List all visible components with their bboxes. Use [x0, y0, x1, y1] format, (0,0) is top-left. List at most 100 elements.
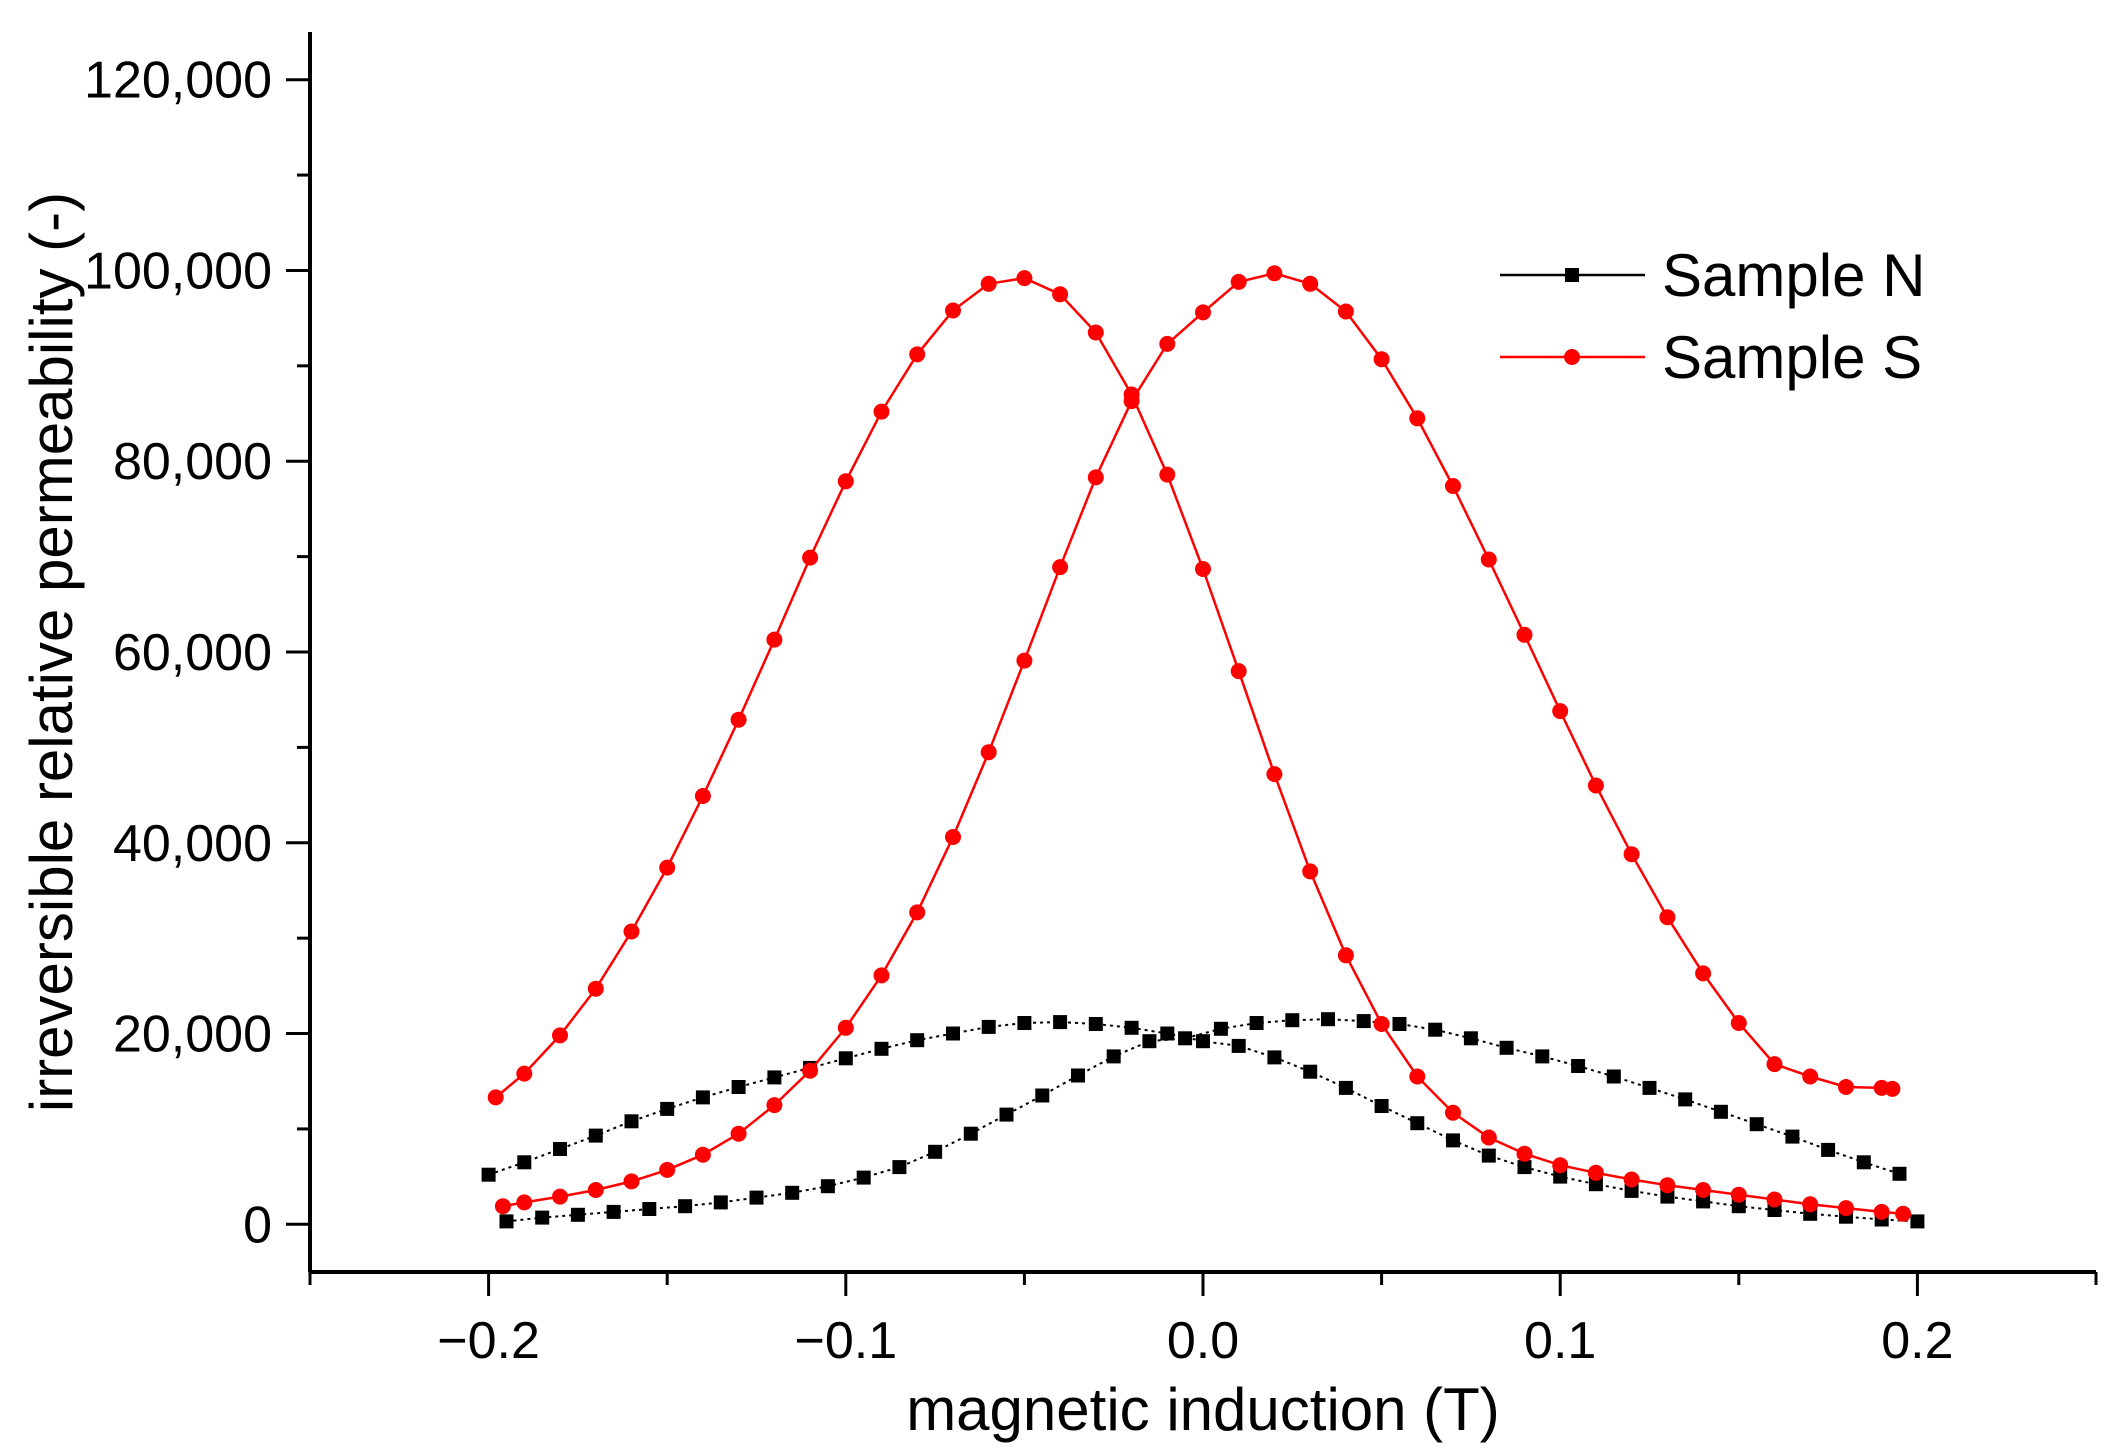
data-point-sample-n [1713, 1104, 1728, 1119]
data-point-sample-s [1730, 1186, 1747, 1203]
data-point-sample-n [1321, 1012, 1335, 1027]
data-point-sample-s [1838, 1079, 1854, 1095]
data-point-sample-s [873, 403, 890, 420]
data-point-sample-s [1480, 551, 1497, 568]
x-tick-label: −0.1 [794, 1312, 897, 1370]
x-tick-label: 0.0 [1167, 1312, 1239, 1370]
data-point-sample-s [1884, 1080, 1901, 1097]
data-point-sample-s [1623, 846, 1640, 863]
data-point-sample-n [606, 1204, 621, 1219]
data-point-sample-s [802, 549, 819, 566]
data-point-sample-n [1624, 1183, 1639, 1198]
data-point-sample-n [553, 1142, 567, 1156]
series-line-sample-s-branch-2 [502, 272, 1893, 1208]
data-point-sample-s [587, 980, 604, 997]
y-axis-title: irreversible relative permeability (-) [18, 192, 85, 1112]
data-point-sample-n [767, 1070, 782, 1085]
data-point-sample-s [587, 1182, 604, 1198]
data-point-sample-n [1749, 1117, 1764, 1132]
x-axis-title: magnetic induction (T) [906, 1376, 1500, 1443]
legend-marker-sample-s [1564, 349, 1580, 365]
legend-item-sample-s: Sample S [1500, 324, 1922, 391]
data-point-sample-n [1356, 1014, 1371, 1029]
data-point-sample-n [892, 1160, 907, 1175]
data-point-sample-s [494, 1198, 511, 1215]
y-tick-label: 60,000 [113, 624, 272, 682]
data-point-sample-n [1463, 1031, 1478, 1046]
series-sample-n [481, 1012, 1925, 1229]
data-point-sample-n [1821, 1142, 1836, 1157]
data-point-sample-s [1695, 965, 1712, 982]
data-point-sample-n [1106, 1049, 1121, 1064]
data-point-sample-s [1480, 1129, 1497, 1146]
data-point-sample-s [1895, 1205, 1912, 1222]
data-point-sample-s [552, 1188, 568, 1205]
data-point-sample-s [1516, 1145, 1533, 1162]
data-point-sample-n [588, 1128, 603, 1143]
data-point-sample-s [694, 788, 711, 804]
data-point-sample-s [945, 302, 961, 319]
data-point-sample-n [1588, 1177, 1603, 1192]
data-point-sample-s [1230, 273, 1247, 290]
legend-label-sample-s: Sample S [1662, 324, 1922, 391]
data-point-sample-n [981, 1019, 996, 1034]
data-point-sample-n [820, 1179, 835, 1194]
data-point-sample-s [945, 829, 961, 845]
data-point-sample-s [1337, 303, 1354, 320]
data-point-sample-n [1571, 1059, 1586, 1073]
data-point-sample-s [766, 1097, 783, 1114]
data-point-sample-s [1623, 1171, 1640, 1188]
data-point-sample-n [963, 1126, 978, 1141]
data-point-sample-n [1410, 1116, 1425, 1131]
data-point-sample-s [623, 1173, 640, 1190]
legend-item-sample-n: Sample N [1500, 242, 1925, 309]
data-point-sample-n [749, 1190, 764, 1205]
series-line-sample-n-branch-2 [506, 1018, 1900, 1223]
data-point-sample-s [1802, 1068, 1819, 1085]
data-point-sample-n [1731, 1199, 1746, 1214]
data-point-sample-n [785, 1185, 800, 1200]
data-point-sample-s [1730, 1015, 1747, 1031]
data-point-sample-s [1516, 626, 1533, 643]
data-point-sample-s [659, 1161, 676, 1178]
series-layer [481, 265, 1925, 1229]
data-point-sample-s [837, 1019, 854, 1036]
data-point-sample-n [910, 1033, 925, 1048]
data-point-sample-s [1337, 947, 1354, 964]
data-point-sample-n [1856, 1155, 1871, 1170]
data-point-sample-s [1159, 466, 1176, 483]
data-point-sample-s [837, 473, 854, 490]
data-point-sample-n [1088, 1017, 1103, 1031]
data-point-sample-s [516, 1194, 533, 1211]
data-point-sample-n [946, 1026, 960, 1041]
data-point-sample-n [1660, 1189, 1675, 1204]
data-point-sample-n [1178, 1031, 1193, 1046]
data-point-sample-n [1124, 1020, 1139, 1035]
legend-marker-sample-n [1565, 268, 1579, 282]
data-point-sample-s [516, 1065, 533, 1082]
data-point-sample-s [1230, 663, 1247, 680]
data-point-sample-n [1303, 1064, 1318, 1079]
x-tick-label: −0.2 [437, 1312, 540, 1370]
data-point-sample-n [1499, 1040, 1514, 1055]
data-point-sample-s [1659, 1177, 1676, 1194]
data-point-sample-s [980, 275, 997, 292]
data-point-sample-n [1678, 1092, 1693, 1107]
data-point-sample-s [1409, 410, 1426, 427]
data-point-sample-s [552, 1027, 568, 1044]
data-point-sample-s [694, 1146, 711, 1163]
data-point-sample-n [1785, 1129, 1800, 1144]
data-point-sample-s [1373, 1016, 1390, 1032]
plot-area [481, 265, 1925, 1229]
data-point-sample-s [1302, 275, 1319, 292]
data-point-sample-s [980, 744, 997, 761]
data-point-sample-n [624, 1114, 639, 1129]
data-point-sample-s [730, 1125, 747, 1142]
x-ticks: −0.2 −0.1 0.0 0.1 0.2 [308, 1272, 2098, 1370]
data-point-sample-s [1587, 777, 1604, 794]
data-point-sample-n [1892, 1166, 1907, 1181]
y-ticks: 0 20,000 40,000 60,000 80,000 100,000 120,000 [84, 52, 310, 1254]
data-point-sample-n [499, 1214, 514, 1229]
data-point-sample-n [1196, 1034, 1210, 1049]
data-point-sample-n [874, 1041, 889, 1056]
